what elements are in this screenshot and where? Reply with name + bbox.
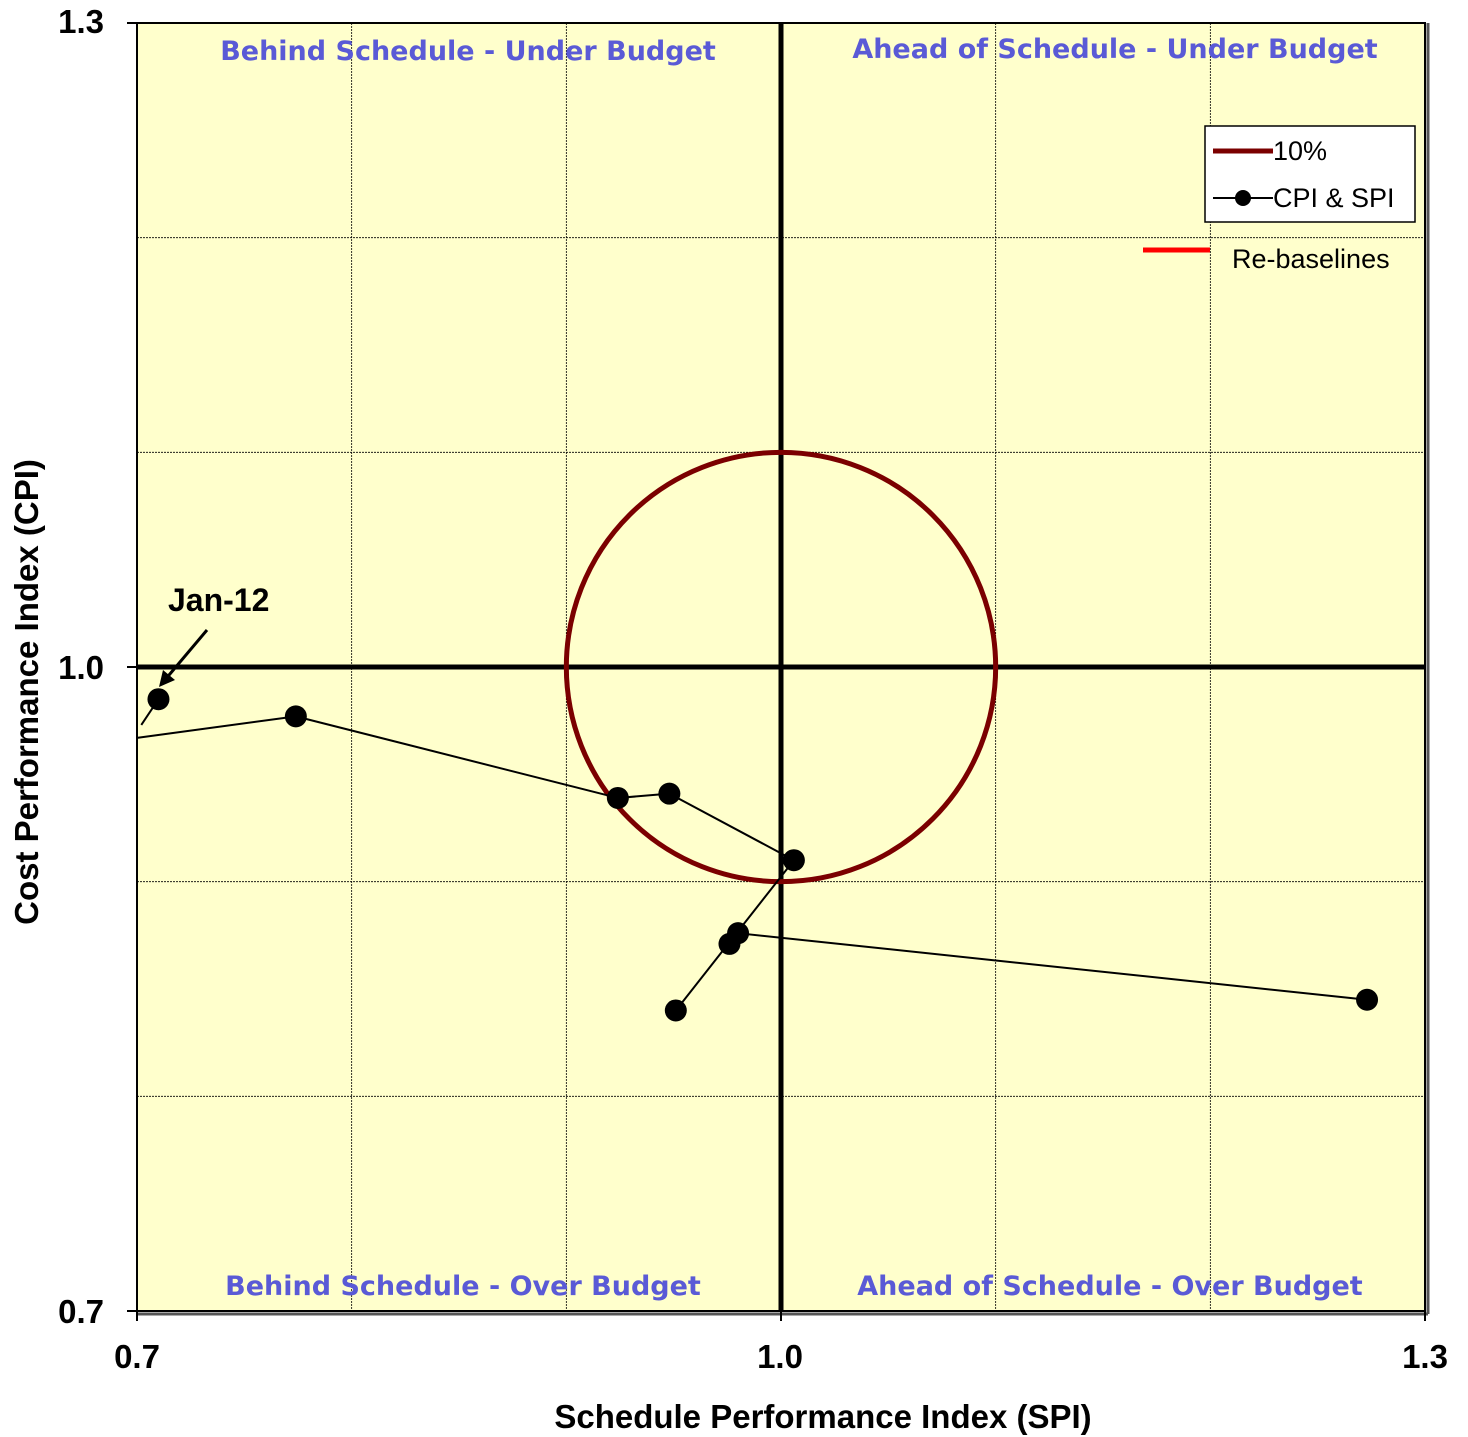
series-points — [147, 688, 1379, 1022]
series-line-segment-5 — [737, 932, 1368, 1001]
y-tick-label-bottom: 0.7 — [58, 1293, 104, 1330]
quadrant-axes — [137, 23, 1425, 1311]
quadrant-labels: Behind Schedule - Under Budget Ahead of … — [220, 34, 1378, 1302]
quadrant-label-bottom-right: Ahead of Schedule - Over Budget — [857, 1271, 1363, 1302]
annotation-jan-12: Jan-12 — [168, 582, 269, 618]
legend: 10% CPI & SPI Re-baselines — [1143, 125, 1416, 274]
data-point-6 — [718, 932, 741, 955]
y-tick-label-mid: 1.0 — [58, 649, 104, 686]
data-point-8 — [1356, 988, 1379, 1011]
ten-percent-circle — [563, 449, 999, 885]
legend-label-cpi-spi: CPI & SPI — [1273, 183, 1395, 213]
series-line-segment-1 — [295, 715, 619, 799]
series-lines — [136, 698, 1368, 1012]
x-tick-label-left: 0.7 — [114, 1338, 160, 1375]
ten-percent-circle-layer — [563, 449, 999, 885]
legend-swatch-cpi-spi-marker — [1235, 190, 1251, 206]
quadrant-label-top-left: Behind Schedule - Under Budget — [220, 36, 716, 67]
x-axis-title: Schedule Performance Index (SPI) — [554, 1398, 1091, 1435]
series-line-segment-3 — [668, 792, 795, 862]
y-tick-label-top: 1.3 — [58, 3, 104, 40]
axes-frame — [127, 22, 1430, 1321]
data-point-7 — [664, 999, 687, 1022]
quadrant-label-bottom-left: Behind Schedule - Over Budget — [225, 1271, 701, 1302]
data-point-0 — [147, 688, 170, 711]
x-tick-label-right: 1.3 — [1402, 1338, 1448, 1375]
data-point-2 — [606, 786, 629, 809]
legend-box — [1204, 125, 1416, 223]
legend-label-10pct: 10% — [1273, 136, 1327, 166]
annotation-arrow-line — [162, 629, 209, 682]
series-line-segment-0 — [136, 715, 296, 739]
y-axis-title: Cost Performance Index (CPI) — [8, 459, 45, 925]
data-point-1 — [284, 705, 307, 728]
data-point-3 — [658, 782, 681, 805]
legend-label-rebaselines: Re-baselines — [1232, 244, 1390, 274]
data-point-4 — [782, 849, 805, 872]
annotation-arrow-head — [159, 670, 175, 687]
tick-labels: 1.3 1.0 0.7 0.7 1.0 1.3 — [58, 3, 1448, 1375]
annotation: Jan-12 — [159, 582, 269, 687]
x-tick-label-mid: 1.0 — [757, 1338, 803, 1375]
quadrant-label-top-right: Ahead of Schedule - Under Budget — [852, 34, 1377, 65]
